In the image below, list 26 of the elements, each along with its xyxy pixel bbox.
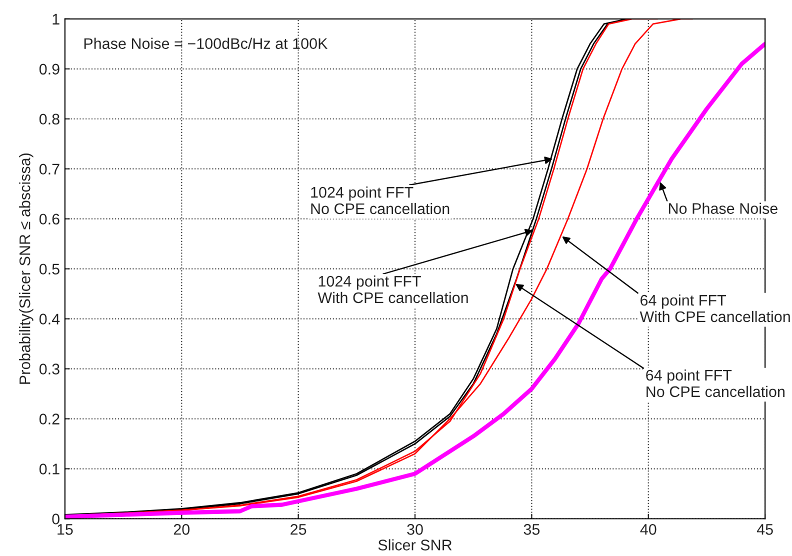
y-tick-label: 0.4 [39,314,60,324]
x-axis-title: Slicer SNR [378,539,452,550]
annotation: 1024 point FFT With CPE cancellation [318,275,468,304]
y-tick-label: 0.6 [39,214,60,225]
y-axis-title: Probability(Slicer SNR ≤ abscissa) [19,154,34,384]
x-tick-label: 15 [58,524,73,535]
x-tick-label: 30 [407,524,423,535]
annotation: Phase Noise = −100dBc/Hz at 100K [84,38,328,49]
y-tick-label: 0.3 [39,364,60,374]
x-tick-label: 20 [174,524,190,535]
y-tick-label: 1 [52,14,60,24]
y-tick-label: 0.5 [39,264,60,275]
x-tick-label: 35 [524,524,540,535]
x-tick-label: 45 [756,524,773,535]
y-tick-label: 0.7 [39,164,60,175]
annotation: No Phase Noise [669,202,778,214]
y-tick-label: 0.1 [39,464,60,474]
x-tick-label: 40 [640,524,656,535]
y-tick-label: 0.2 [39,414,60,424]
y-tick-label: 0 [52,514,60,524]
y-tick-label: 0.8 [39,114,60,125]
annotation: 64 point FFT With CPE cancellation [640,294,790,322]
y-tick-label: 0.9 [39,64,60,75]
x-tick-label: 25 [290,524,306,535]
annotation: 1024 point FFT No CPE cancellation [311,186,450,214]
annotation: 64 point FFT No CPE cancellation [646,369,784,398]
